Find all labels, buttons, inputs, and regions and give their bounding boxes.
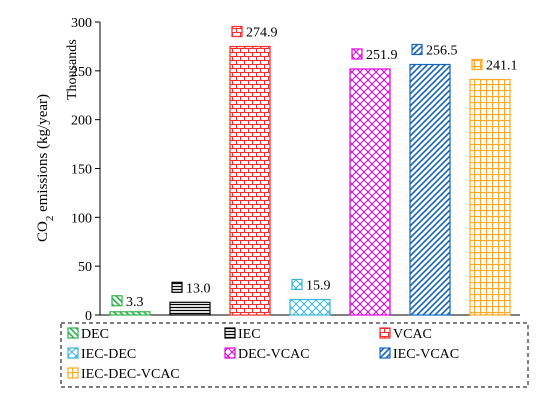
data-label-iec: 13.0 [186, 281, 211, 296]
y-axis-unit: Thousands [65, 39, 80, 100]
data-label-marker [411, 43, 423, 56]
y-tick-label: 0 [85, 309, 92, 324]
bar-iec-dec-vcac [469, 78, 511, 316]
data-label-dec-vcac: 251.9 [366, 48, 398, 63]
legend-swatch-iec-dec [67, 347, 79, 359]
bar-dec [109, 311, 151, 316]
data-label-marker [351, 48, 363, 60]
bar-iec-dec [289, 298, 331, 316]
data-label-iec-dec-vcac: 241.1 [486, 59, 518, 74]
y-tick-label: 50 [78, 260, 92, 275]
bar-iec [169, 301, 211, 316]
data-label-iec-dec: 15.9 [306, 278, 331, 293]
axes: 0 50 100 150 200 250 300 Thousands CO2 emissions… [35, 16, 520, 324]
legend: DEC IEC VCAC IEC-DEC DEC-VCAC IEC-VCAC IEC-DEC… [60, 322, 529, 388]
data-label-marker [111, 295, 123, 307]
legend-label-iec-dec: IEC-DEC [81, 347, 136, 362]
legend-label-iec: IEC [238, 327, 261, 342]
y-tick-label: 300 [71, 16, 92, 31]
data-label-marker [471, 58, 483, 71]
y-tick-label: 250 [71, 65, 92, 80]
legend-label-iec-dec-vcac: IEC-DEC-VCAC [81, 367, 180, 382]
data-label-dec: 3.3 [126, 295, 144, 310]
legend-swatch-iec-vcac [379, 347, 391, 359]
legend-label-dec: DEC [81, 327, 109, 342]
data-label-iec-vcac: 256.5 [426, 43, 458, 58]
data-label-marker [291, 278, 303, 291]
y-tick-label: 150 [71, 163, 92, 178]
y-axis-label: CO2 emissions (kg/year) [35, 94, 56, 242]
bar-dec-vcac [349, 68, 391, 316]
bars [109, 45, 511, 316]
bar-iec-vcac [409, 63, 451, 316]
legend-swatch-iec [224, 327, 236, 339]
data-label-marker [171, 281, 183, 293]
legend-label-vcac: VCAC [393, 327, 432, 342]
y-tick-label: 100 [71, 211, 92, 226]
y-tick-label: 200 [71, 114, 92, 129]
legend-swatch-dec [67, 327, 79, 339]
legend-box [60, 322, 529, 388]
legend-swatch-dec-vcac [224, 347, 236, 359]
data-label-marker [231, 25, 243, 38]
data-label-vcac: 274.9 [246, 26, 278, 41]
data-labels: 3.3 13.0 274.9 15.9 251.9 256.5 241.1 [111, 25, 518, 310]
bar-vcac [229, 45, 271, 316]
legend-swatch-iec-dec-vcac [67, 367, 79, 379]
legend-label-dec-vcac: DEC-VCAC [238, 347, 310, 362]
legend-label-iec-vcac: IEC-VCAC [393, 347, 459, 362]
legend-swatch-vcac [379, 327, 391, 339]
